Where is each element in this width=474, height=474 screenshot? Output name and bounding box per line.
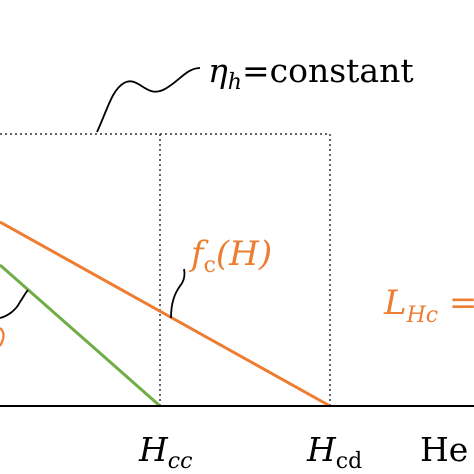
tick-label-hcd: Hcd [306, 430, 362, 474]
fc-subscript: c [204, 253, 216, 278]
hcc-subscript: cc [168, 449, 193, 474]
eta-constant-label: ηh=constant [208, 51, 414, 95]
eta-subscript: h [228, 70, 242, 95]
fc-label: fc(H) [188, 234, 272, 278]
lhc-subscript: Hc [406, 303, 439, 328]
hcd-subscript: cd [336, 449, 362, 474]
eta-leader-line [96, 67, 201, 133]
orange-fc-line [0, 220, 331, 408]
partial-label-fragment [0, 327, 5, 347]
fc-leader-line [170, 268, 186, 319]
eta-constant-text: =constant [242, 51, 414, 90]
hcd-H: H [306, 430, 337, 469]
eta-symbol: η [208, 51, 228, 90]
left-leader-line [0, 289, 29, 319]
hcc-H: H [138, 430, 169, 469]
green-characteristic-line [0, 263, 161, 408]
fc-argument: (H) [216, 234, 272, 274]
lhc-label: LHc = [383, 283, 474, 328]
lhc-L: L [383, 283, 407, 323]
dotted-constant-efficiency-box [0, 133, 331, 406]
axis-title-partial: He [420, 430, 468, 469]
tick-label-hcc: Hcc [138, 430, 192, 474]
lhc-equals: = [438, 283, 474, 323]
